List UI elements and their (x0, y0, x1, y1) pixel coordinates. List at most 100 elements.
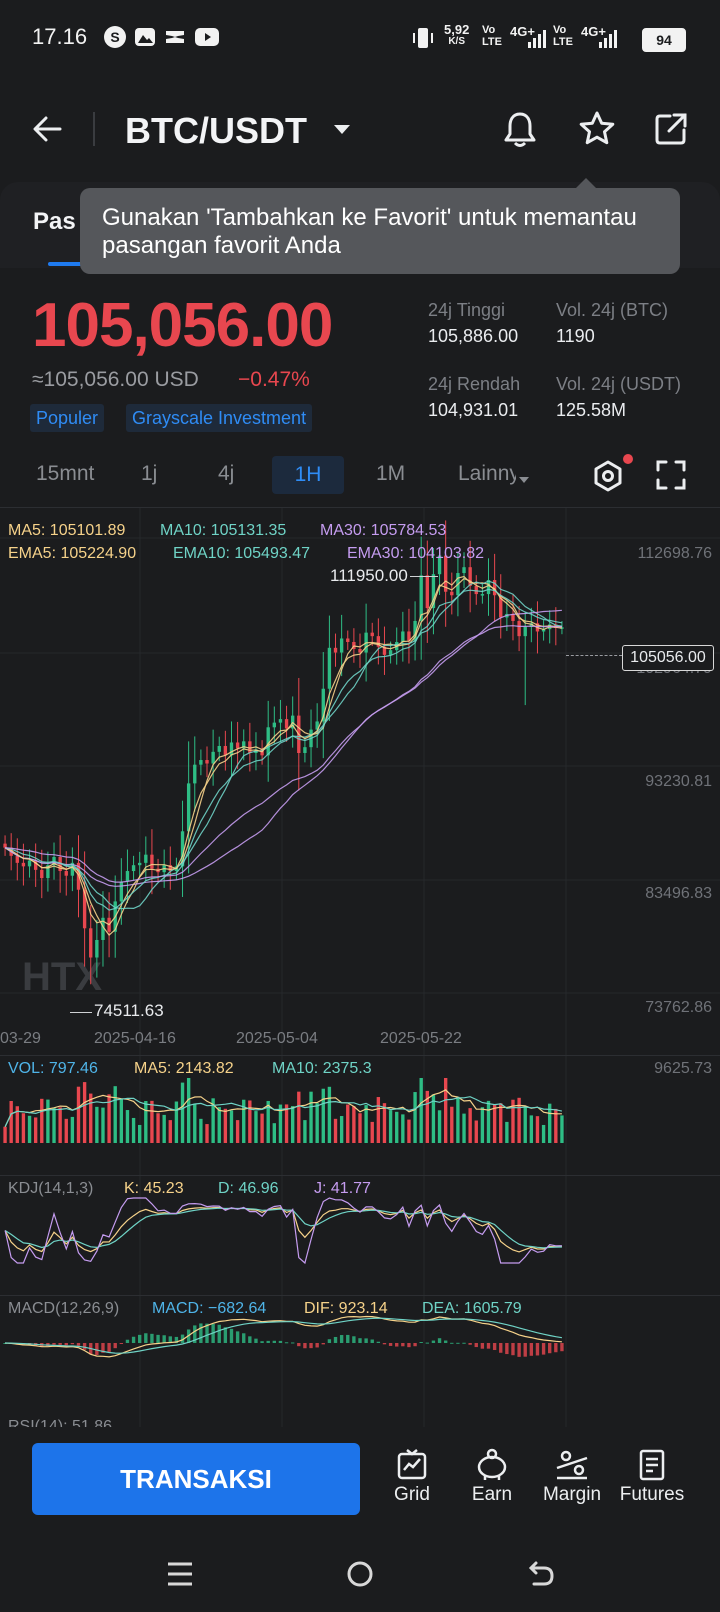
legend-vol: VOL: 797.46 (8, 1060, 98, 1077)
futures-icon (639, 1449, 665, 1481)
nav-grid[interactable]: Grid (372, 1448, 452, 1506)
macd-histogram-bar (413, 1343, 417, 1347)
ma5-line (4, 575, 562, 936)
macd-histogram-bar (107, 1343, 111, 1352)
volume-bar (395, 1111, 399, 1143)
status-bar: 17.16 S 5,92 K/S Vo LTE 4G+ Vo LTE 4G+ 94 (0, 0, 720, 80)
volume-bar (560, 1115, 564, 1143)
volume-bar (554, 1108, 558, 1143)
header-divider (93, 112, 95, 146)
legend-ema10: EMA10: 105493.47 (173, 545, 310, 562)
macd-histogram-bar (523, 1343, 527, 1357)
volume-bar (321, 1088, 325, 1143)
volte-2: Vo LTE (553, 24, 573, 48)
volume-bar (382, 1103, 387, 1143)
macd-histogram-bar (205, 1323, 209, 1343)
macd-histogram-bar (76, 1343, 81, 1346)
candle-body (468, 567, 472, 586)
candle-body (278, 719, 283, 723)
price-change: −0.47% (238, 368, 310, 391)
trade-button[interactable]: TRANSAKSI (32, 1443, 360, 1515)
macd-histogram-bar (505, 1343, 509, 1355)
kdj-j-line (4, 1197, 562, 1265)
indicator-settings-icon[interactable] (592, 460, 624, 497)
legend-ema5: EMA5: 105224.90 (8, 545, 137, 562)
macd-histogram-bar (180, 1334, 185, 1343)
candle-body (144, 854, 148, 863)
volume-bar (297, 1091, 301, 1143)
volume-bar (548, 1103, 552, 1143)
candle-body (376, 636, 381, 647)
net-speed: 5,92 K/S (444, 22, 470, 47)
volume-bar (358, 1113, 362, 1143)
pair-title[interactable]: BTC/USDT (125, 110, 307, 151)
macd-histogram-bar (541, 1343, 546, 1355)
candle-body (235, 742, 240, 749)
macd-histogram-bar (303, 1343, 307, 1349)
candle-body (266, 727, 270, 756)
macd-histogram-bar (315, 1343, 319, 1348)
nav-margin[interactable]: Margin (532, 1448, 612, 1506)
interval-1d-active[interactable]: 1H (272, 456, 344, 494)
candle-body (21, 862, 26, 867)
candle-body (450, 591, 454, 596)
recent-apps-icon[interactable] (166, 1560, 194, 1593)
fullscreen-icon[interactable] (656, 460, 686, 495)
x-tick: 2025-05-04 (236, 1030, 318, 1047)
candle-body (180, 831, 185, 867)
macd-histogram-bar (401, 1343, 405, 1347)
volume-bar (95, 1106, 99, 1143)
volume-bar (388, 1110, 393, 1143)
macd-histogram-bar (284, 1342, 289, 1344)
tab-market[interactable]: Pas (33, 208, 76, 235)
star-icon[interactable] (578, 110, 616, 151)
volume-bar (64, 1118, 68, 1143)
interval-15m[interactable]: 15mnt (36, 462, 95, 485)
candle-body (382, 646, 387, 655)
macd-histogram-bar (450, 1342, 454, 1344)
volume-bar (492, 1104, 497, 1143)
share-icon[interactable] (654, 112, 688, 151)
macd-histogram-bar (554, 1343, 558, 1353)
tag-populer[interactable]: Populer (30, 404, 105, 432)
candle-body (211, 751, 215, 764)
back-arrow-icon[interactable] (30, 112, 64, 151)
interval-more[interactable]: Lainnya (458, 462, 516, 485)
kline-chart[interactable]: HTX (0, 508, 720, 1428)
nav-futures-label: Futures (619, 1484, 685, 1505)
favorite-tooltip[interactable]: Gunakan 'Tambahkan ke Favorit' untuk mem… (80, 188, 680, 274)
last-price: 105,056.00 (32, 291, 333, 360)
stat-vol-usdt-label: Vol. 24j (USDT) (556, 374, 682, 394)
kdj-d: D: 46.96 (218, 1180, 279, 1197)
volume-bar (150, 1100, 154, 1143)
stat-vol-usdt-value: 125.58M (556, 400, 627, 420)
volume-bar (309, 1091, 313, 1143)
nav-futures[interactable]: Futures (612, 1448, 692, 1506)
home-icon[interactable] (346, 1560, 374, 1593)
candle-body (443, 555, 448, 592)
macd-histogram-bar (309, 1343, 313, 1349)
interval-1h[interactable]: 1j (141, 462, 158, 485)
legend-ma5: MA5: 105101.89 (8, 522, 126, 539)
candle-body (229, 742, 234, 756)
bell-icon[interactable] (502, 110, 538, 153)
volume-bar (113, 1086, 117, 1143)
macd-histogram-bar (474, 1343, 478, 1348)
volume-bar (168, 1120, 172, 1143)
x-tick: 2025-05-22 (380, 1030, 462, 1047)
candle-body (339, 638, 344, 653)
caret-down-icon[interactable] (332, 122, 352, 141)
nav-earn[interactable]: Earn (452, 1448, 532, 1506)
interval-1m[interactable]: 1M (376, 462, 406, 485)
volume-bar (505, 1121, 509, 1143)
volume-bar (266, 1100, 270, 1143)
candle-body (541, 629, 546, 632)
chevron-down-icon[interactable] (518, 471, 530, 489)
tag-grayscale[interactable]: Grayscale Investment (126, 404, 313, 432)
usd-equivalent: ≈105,056.00 USD (32, 368, 199, 391)
interval-4h[interactable]: 4j (218, 462, 235, 485)
nav-earn-label: Earn (471, 1484, 513, 1505)
macd-histogram-bar (217, 1324, 221, 1343)
notification-dot (623, 454, 633, 464)
back-nav-icon[interactable] (526, 1560, 556, 1593)
